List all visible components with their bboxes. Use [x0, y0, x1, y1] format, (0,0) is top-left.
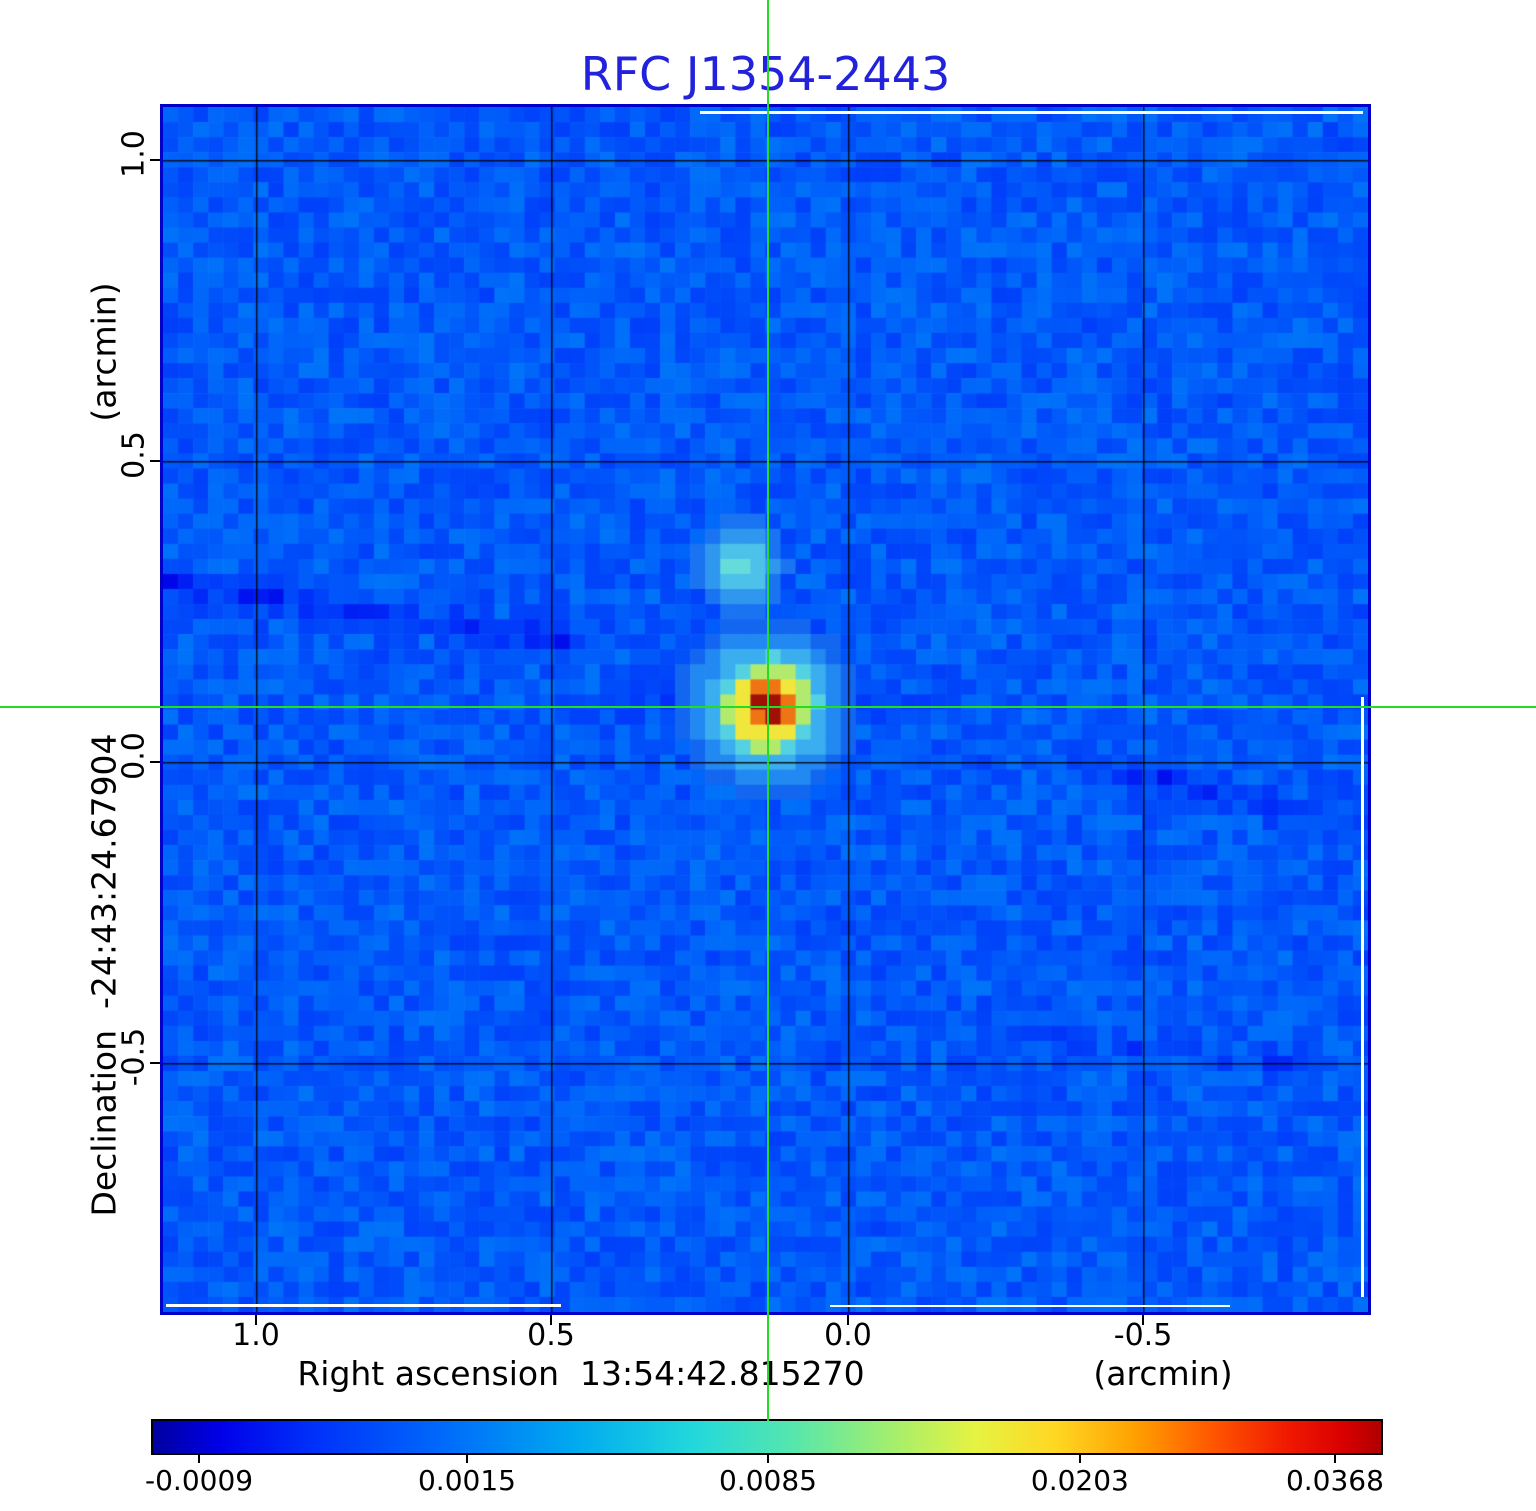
- x-tick-mark: [550, 1315, 552, 1325]
- crosshair-horizontal-line: [0, 706, 1536, 708]
- colorbar-tick-mark: [767, 1455, 769, 1463]
- colorbar-tick-label: 0.0203: [1030, 1464, 1129, 1497]
- y-tick-label: 1.0: [116, 130, 152, 178]
- x-tick-label: 0.0: [824, 1318, 872, 1353]
- colorbar-tick-label: 0.0015: [417, 1464, 516, 1497]
- x-tick-mark: [255, 1315, 257, 1325]
- y-tick-mark: [150, 1062, 160, 1064]
- x-tick-label: 1.0: [232, 1318, 280, 1353]
- x-axis-unit-label: (arcmin): [1093, 1354, 1233, 1393]
- y-tick-mark: [150, 159, 160, 161]
- white-artifact-line: [700, 111, 1363, 114]
- white-artifact-line: [1361, 697, 1364, 1297]
- colorbar-tick-label: 0.0368: [1285, 1464, 1384, 1497]
- y-axis-unit-label: (arcmin): [84, 282, 124, 422]
- colorbar-tick-mark: [1078, 1455, 1081, 1463]
- x-tick-label: -0.5: [1113, 1318, 1173, 1353]
- plot-title: RFC J1354-2443: [580, 47, 951, 101]
- x-axis-label: Right ascension 13:54:42.815270: [297, 1354, 865, 1393]
- colorbar-gradient: [151, 1419, 1383, 1455]
- white-artifact-line: [830, 1305, 1230, 1307]
- y-tick-mark: [150, 460, 160, 462]
- sky-map-canvas: [163, 107, 1368, 1312]
- colorbar-tick-mark: [1334, 1455, 1336, 1463]
- x-tick-mark: [1142, 1315, 1144, 1325]
- colorbar-tick-mark: [198, 1455, 201, 1463]
- crosshair-vertical-line: [767, 0, 769, 1421]
- y-tick-label: 0.5: [116, 431, 152, 479]
- y-axis-label: Declination -24:43:24.67904: [84, 733, 124, 1217]
- colorbar-tick-label: -0.0009: [145, 1464, 254, 1497]
- x-tick-label: 0.5: [527, 1318, 575, 1353]
- y-tick-label: -0.5: [116, 1027, 152, 1087]
- colorbar-tick-mark: [466, 1455, 468, 1463]
- colorbar-tick-label: 0.0085: [718, 1464, 817, 1497]
- y-tick-label: 0.0: [116, 732, 152, 780]
- white-artifact-line: [166, 1304, 561, 1307]
- y-tick-mark: [150, 761, 160, 763]
- x-tick-mark: [847, 1315, 849, 1325]
